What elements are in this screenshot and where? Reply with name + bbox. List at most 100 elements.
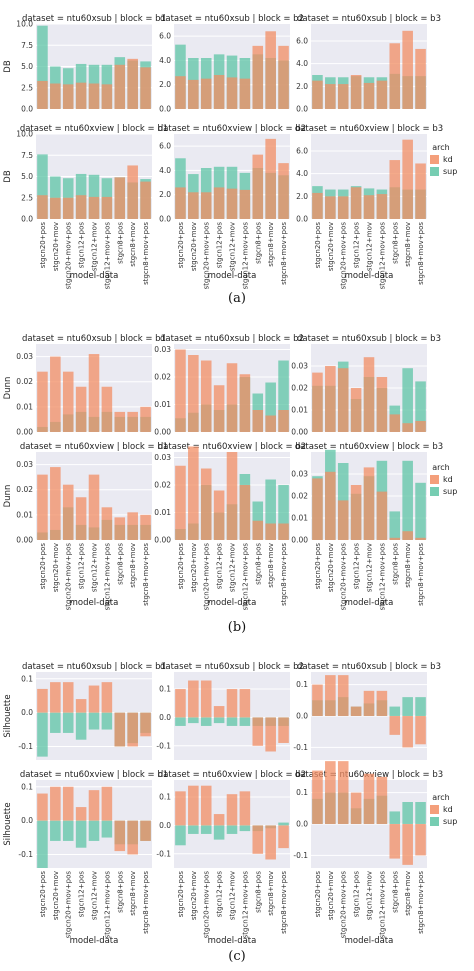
x-axis-label: model-data xyxy=(70,598,119,608)
bar-kd xyxy=(265,717,276,752)
bar-sup xyxy=(188,825,199,834)
bar-kd xyxy=(350,792,362,824)
bar-kd xyxy=(325,471,336,540)
bar-kd xyxy=(50,467,61,540)
x-tick-label: stgcn8+pos xyxy=(116,543,124,585)
panel-title: dataset = ntu60xview | block = b2 xyxy=(158,124,306,134)
bar-kd xyxy=(363,773,375,824)
bar-sup xyxy=(75,820,87,848)
bar-kd xyxy=(114,411,126,432)
bar-kd xyxy=(114,820,126,852)
bar-sup xyxy=(265,479,276,540)
x-tick-label: stgcn12+mov xyxy=(91,543,99,592)
bar-kd xyxy=(213,187,225,219)
bar-kd xyxy=(278,825,289,849)
bar-sup xyxy=(37,712,48,757)
y-tick-label: 0.02 xyxy=(16,485,33,494)
y-tick-label: 0.0 xyxy=(21,105,33,114)
bar-kd xyxy=(252,154,264,219)
x-tick-label: stgcn8+mov+pos xyxy=(417,222,425,285)
bar-kd xyxy=(350,388,362,432)
x-tick-label: stgcn20+mov xyxy=(327,871,335,920)
bar-kd xyxy=(226,689,238,718)
bar-kd xyxy=(337,761,349,824)
panel-title: dataset = ntu60xsub | block = b3 xyxy=(297,14,441,24)
y-tick-label: 0.00 xyxy=(16,428,33,437)
bar-kd xyxy=(415,824,426,856)
bar-sup xyxy=(415,381,426,432)
y-tick-label: 0.0 xyxy=(159,713,171,722)
bar-sup xyxy=(415,697,426,716)
bar-kd xyxy=(200,785,212,826)
bar-sup xyxy=(389,706,401,716)
bar-sup xyxy=(50,712,61,733)
panel: dataset = ntu60xsub | block = b2 -0.1 0.0 0… xyxy=(156,662,304,760)
y-tick-label: 0.0 xyxy=(159,105,171,114)
bar-kd xyxy=(325,366,336,432)
y-tick-label: 0.00 xyxy=(16,536,33,545)
panel: dataset = ntu60xsub | block = b3 0.0 2.0 4.… xyxy=(296,14,441,114)
y-axis-label: Dunn xyxy=(3,377,13,400)
bar-kd xyxy=(213,490,225,540)
y-axis-label: Silhouette xyxy=(3,694,13,737)
panel: dataset = ntu60xsub | block = b3 -0.1 0.0 0… xyxy=(293,662,441,760)
y-tick-label: -0.1 xyxy=(156,741,171,750)
bar-kd xyxy=(402,824,413,865)
bar-kd xyxy=(239,689,251,718)
bar-kd xyxy=(140,181,151,219)
caption: (a) xyxy=(228,291,246,306)
bar-sup xyxy=(101,820,113,838)
y-tick-label: 0.0 xyxy=(21,708,33,717)
bar-kd xyxy=(140,514,151,540)
x-tick-label: stgcn12+mov xyxy=(366,871,374,920)
bar-sup xyxy=(62,820,74,841)
x-tick-label: stgcn12+pos xyxy=(353,222,361,269)
bar-kd xyxy=(239,374,251,432)
y-tick-label: 0.0 xyxy=(159,215,171,224)
y-tick-label: 0.02 xyxy=(154,481,171,490)
x-tick-label: stgcn12+mov xyxy=(229,543,237,592)
bar-kd xyxy=(88,83,100,109)
bar-kd xyxy=(252,45,264,109)
bar-kd xyxy=(239,485,251,540)
y-tick-label: -0.1 xyxy=(293,743,308,752)
bar-kd xyxy=(376,690,388,716)
panel: dataset = ntu60xsub | block = b1 0.0 2.5 5.… xyxy=(3,14,166,114)
y-tick-label: 0.00 xyxy=(154,536,171,545)
bar-kd xyxy=(376,776,388,824)
y-tick-label: 0.03 xyxy=(154,453,171,462)
bar-kd xyxy=(37,371,48,432)
bar-kd xyxy=(415,421,426,432)
x-tick-label: stgcn20+mov xyxy=(190,871,198,920)
panel: dataset = ntu60xsub | block = b3 0.00 0.01… xyxy=(291,334,441,437)
y-tick-label: 0.03 xyxy=(291,470,308,479)
caption: (c) xyxy=(228,949,245,964)
x-tick-label: stgcn20+mov+pos xyxy=(340,222,348,290)
bar-sup xyxy=(62,712,74,733)
bar-kd xyxy=(62,84,74,109)
bar-kd xyxy=(140,406,151,432)
legend: arch kd sup xyxy=(430,793,457,826)
bar-kd xyxy=(50,83,61,109)
y-tick-label: 2.0 xyxy=(296,192,308,201)
bar-kd xyxy=(278,717,289,743)
x-tick-label: stgcn20+pos xyxy=(314,871,322,918)
bar-kd xyxy=(415,163,426,219)
bar-kd xyxy=(350,187,362,219)
x-tick-label: stgcn12+mov+pos xyxy=(103,222,111,290)
bar-kd xyxy=(312,192,323,219)
legend: arch kd sup xyxy=(430,463,457,496)
x-tick-label: stgcn20+mov xyxy=(327,543,335,592)
y-tick-label: 0.03 xyxy=(154,345,171,354)
y-axis-label: DB xyxy=(3,170,13,183)
y-tick-label: 4.0 xyxy=(296,169,308,178)
y-tick-label: 0.1 xyxy=(21,782,33,791)
y-axis-label: Silhouette xyxy=(3,802,13,845)
bar-kd xyxy=(226,77,238,109)
legend-swatch-kd xyxy=(430,805,439,814)
x-tick-label: stgcn20+mov+pos xyxy=(65,222,73,290)
x-tick-label: stgcn20+mov xyxy=(52,871,60,920)
y-tick-label: 0.01 xyxy=(154,508,171,517)
bar-kd xyxy=(62,371,74,432)
